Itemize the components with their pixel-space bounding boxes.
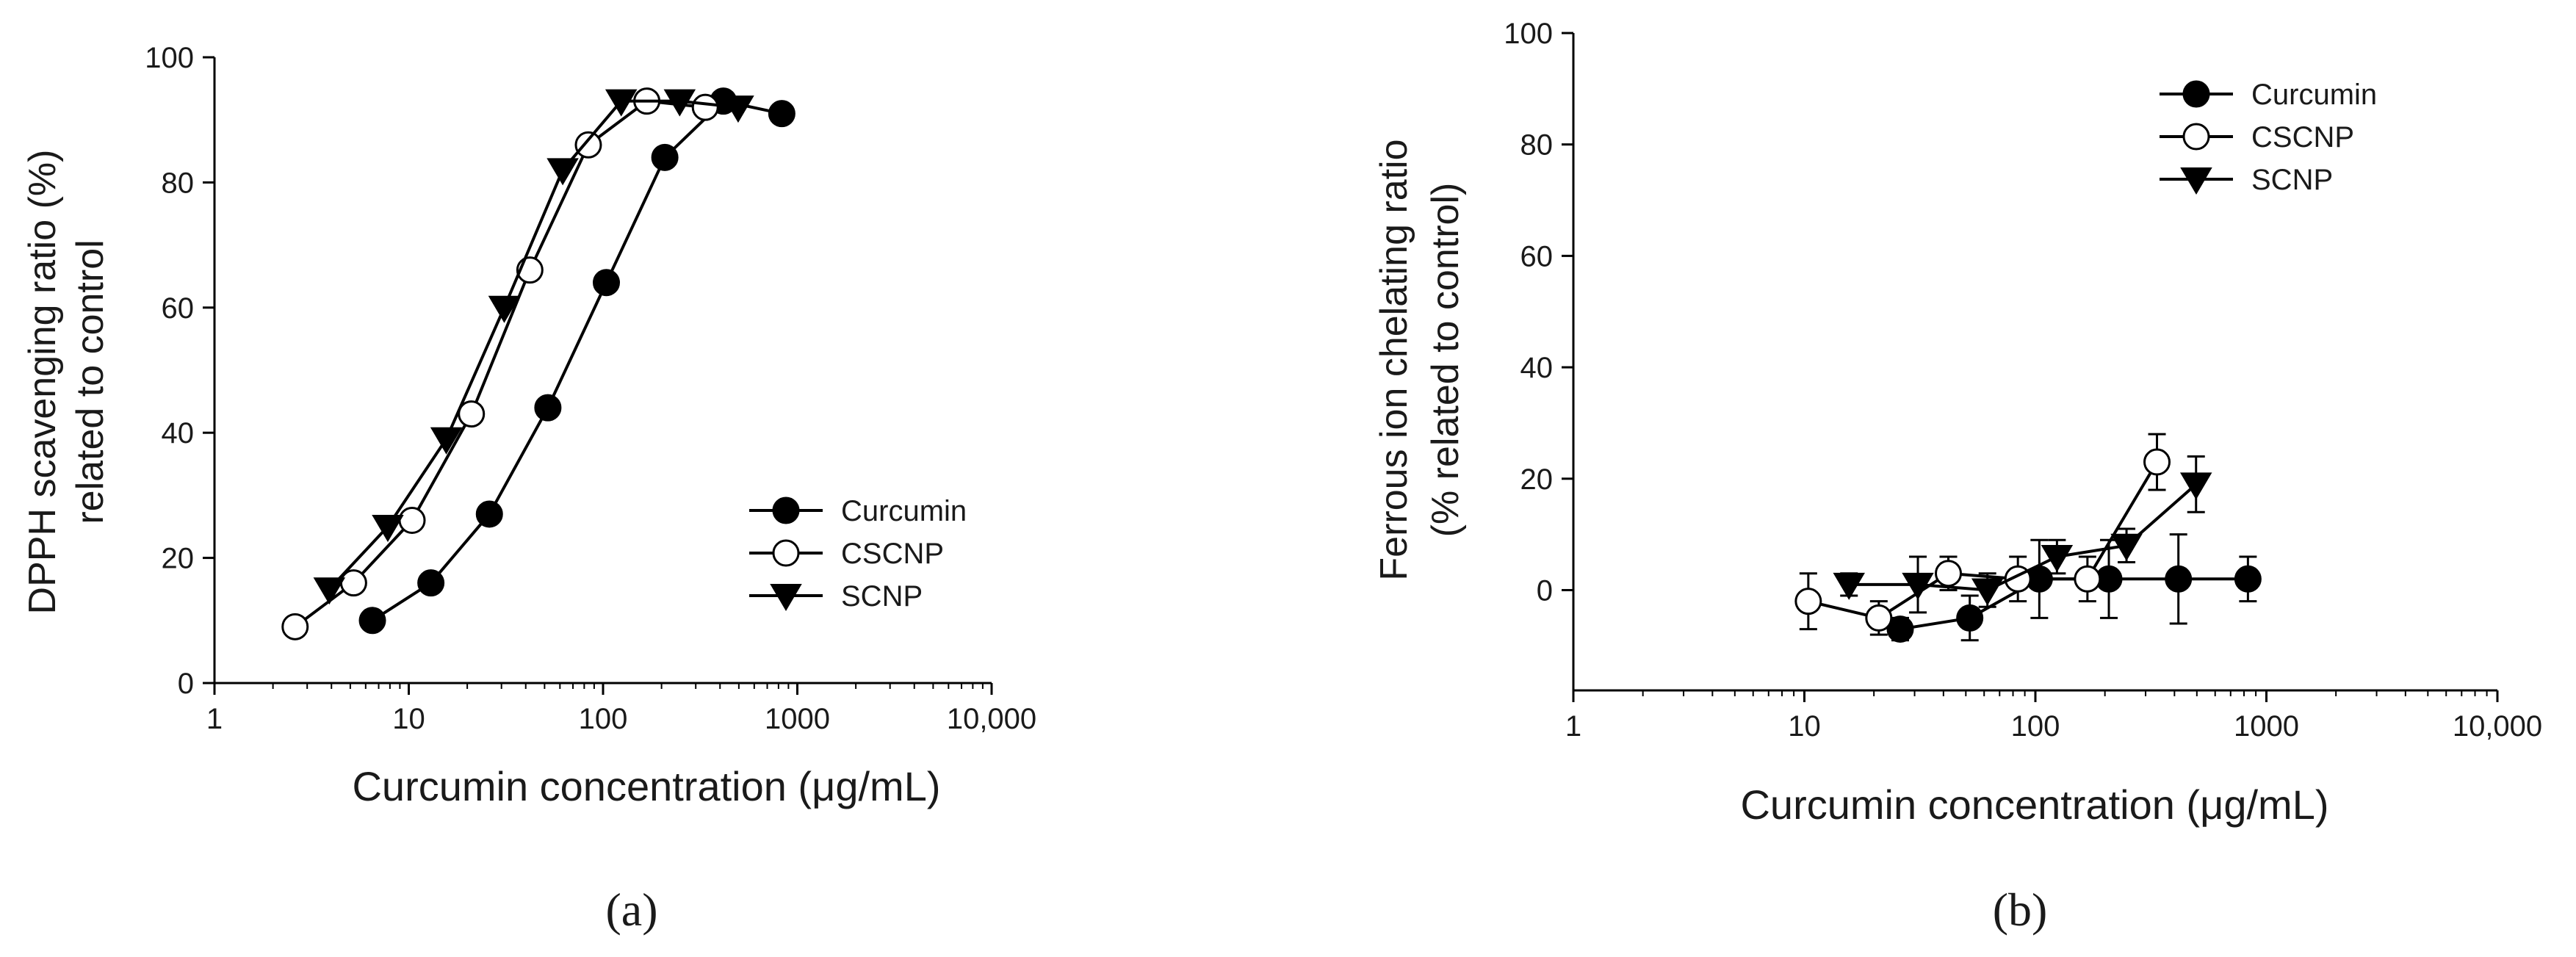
- y-tick-label-b: 80: [1520, 129, 1554, 162]
- y-tick-label-b: 60: [1520, 240, 1554, 272]
- y-tick-label-a: 100: [145, 42, 194, 74]
- data-point-scnp-b: [2041, 544, 2074, 572]
- series-layer-a: [281, 87, 795, 640]
- chart-panel-b: 1 10 100 1000 10,000 0 20 40 60 80 100 Curcumin CSC…: [1373, 18, 2542, 936]
- series-line-scnp-a: [328, 99, 739, 591]
- y-axis-title-b-line1: Ferrous ion chelating ratio: [1373, 139, 1415, 580]
- series-line-scnp-b: [1849, 483, 2198, 592]
- data-point-scnp-a: [546, 158, 579, 186]
- data-point-curcumin-b: [2234, 565, 2262, 593]
- data-point-curcumin-a: [534, 394, 562, 422]
- legend-marker-scnp-a: [770, 584, 802, 611]
- panel-label-a: (a): [605, 884, 657, 936]
- chart-panel-a: 1 10 100 1000 10,000 0 20 40 60 80 100 Curcumin CSC…: [21, 42, 1036, 936]
- data-point-curcumin-a: [475, 500, 503, 528]
- x-tick-label-a: 100: [579, 703, 628, 735]
- data-point-scnp-b: [2179, 472, 2212, 500]
- legend-label-curcumin-a: Curcumin: [841, 495, 967, 527]
- legend-label-scnp-b: SCNP: [2251, 164, 2333, 196]
- x-tick-label-b: 10: [1788, 710, 1821, 743]
- data-point-scnp-b: [1902, 572, 1934, 600]
- series-layer-b: [1794, 433, 2262, 643]
- y-axis-title-a-line1: DPPH scavenging ratio (%): [21, 150, 64, 615]
- data-point-cscnp-a: [574, 131, 602, 159]
- data-point-curcumin-a: [593, 269, 621, 297]
- series-line-curcumin-a: [371, 99, 782, 622]
- legend-marker-cscnp-b: [2182, 123, 2210, 151]
- x-tick-label-a: 1000: [765, 703, 830, 735]
- ticks-a: 1 10 100 1000 10,000 0 20 40 60 80 100: [145, 42, 1036, 735]
- data-point-cscnp-b: [1794, 588, 1822, 615]
- data-point-curcumin-b: [1886, 615, 1914, 643]
- data-point-cscnp-b: [2074, 565, 2101, 593]
- data-point-scnp-a: [430, 427, 463, 455]
- data-point-cscnp-a: [281, 613, 309, 640]
- data-point-cscnp-b: [1935, 560, 1963, 588]
- data-point-cscnp-a: [398, 506, 426, 534]
- data-point-cscnp-b: [1865, 604, 1893, 632]
- legend-b: Curcumin CSCNP SCNP: [2160, 79, 2377, 196]
- x-tick-label-b: 10,000: [2453, 710, 2542, 743]
- data-point-curcumin-a: [651, 143, 679, 171]
- data-point-curcumin-a: [768, 100, 795, 128]
- y-tick-label-b: 40: [1520, 352, 1554, 384]
- y-tick-label-b: 0: [1537, 574, 1553, 607]
- legend-marker-cscnp-a: [772, 539, 800, 567]
- data-point-scnp-a: [372, 515, 404, 542]
- x-axis-title-b: Curcumin concentration (μg/mL): [1740, 781, 2328, 828]
- data-point-curcumin-a: [358, 607, 386, 635]
- data-point-curcumin-b: [2165, 565, 2193, 593]
- y-tick-label-b: 20: [1520, 463, 1554, 496]
- legend-marker-curcumin-b: [2182, 80, 2210, 108]
- x-tick-label-a: 1: [206, 703, 223, 735]
- data-point-cscnp-b: [2143, 448, 2171, 476]
- legend-label-scnp-a: SCNP: [841, 580, 923, 613]
- data-point-scnp-a: [313, 577, 346, 605]
- data-point-scnp-b: [1833, 572, 1865, 600]
- legend-label-cscnp-b: CSCNP: [2251, 121, 2354, 154]
- x-axis-title-a: Curcumin concentration (μg/mL): [352, 763, 940, 809]
- y-tick-label-a: 40: [162, 417, 195, 449]
- x-tick-label-b: 1000: [2234, 710, 2299, 743]
- y-axis-title-a-line2: related to control: [69, 239, 112, 524]
- y-tick-label-a: 20: [162, 543, 195, 575]
- data-point-scnp-a: [722, 95, 754, 123]
- legend-label-curcumin-b: Curcumin: [2251, 79, 2377, 111]
- legend-a: Curcumin CSCNP SCNP: [749, 495, 967, 613]
- y-tick-label-a: 60: [162, 292, 195, 325]
- data-point-cscnp-a: [691, 93, 719, 121]
- x-tick-label-b: 1: [1565, 710, 1581, 743]
- y-tick-label-a: 80: [162, 167, 195, 199]
- legend-marker-scnp-b: [2180, 167, 2212, 195]
- data-point-scnp-b: [1971, 578, 2004, 606]
- x-tick-label-a: 10: [392, 703, 425, 735]
- data-point-curcumin-b: [1956, 604, 1984, 632]
- legend-marker-curcumin-a: [772, 496, 800, 524]
- x-tick-label-a: 10,000: [947, 703, 1036, 735]
- ticks-b: 1 10 100 1000 10,000 0 20 40 60 80 100: [1504, 18, 2542, 743]
- panel-label-b: (b): [1993, 884, 2048, 936]
- data-point-scnp-a: [488, 295, 521, 323]
- data-point-scnp-a: [605, 89, 638, 117]
- data-point-scnp-a: [663, 89, 696, 117]
- legend-label-cscnp-a: CSCNP: [841, 538, 944, 570]
- y-axis-title-b-line2: (% related to control): [1424, 183, 1467, 538]
- data-point-scnp-b: [2110, 533, 2143, 561]
- series-line-cscnp-a: [294, 99, 706, 628]
- data-point-curcumin-a: [417, 569, 445, 597]
- x-tick-label-b: 100: [2011, 710, 2060, 743]
- y-tick-label-b: 100: [1504, 18, 1553, 50]
- y-tick-label-a: 0: [178, 668, 194, 700]
